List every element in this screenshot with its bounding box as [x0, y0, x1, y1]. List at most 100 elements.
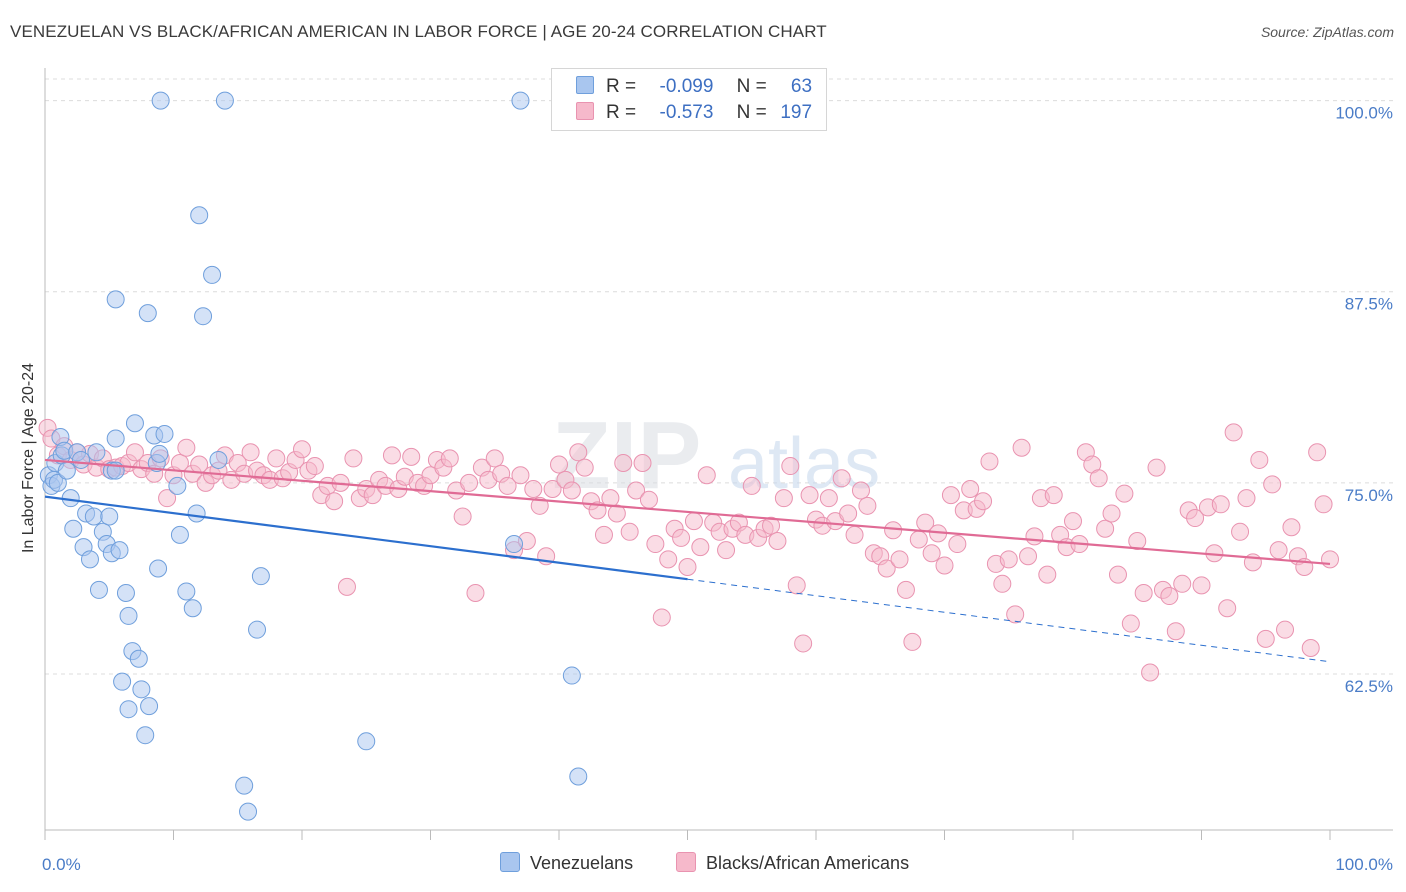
black-african-american-point	[659, 550, 678, 569]
black-african-american-trend-line	[44, 458, 1331, 566]
black-african-american-point	[402, 447, 421, 466]
venezuelan-point	[235, 776, 254, 795]
black-african-american-point	[742, 476, 761, 495]
venezuelan-point	[194, 307, 213, 326]
y-tick-label: 87.5%	[1345, 295, 1393, 314]
venezuelan-point	[125, 414, 144, 433]
black-african-american-point	[588, 501, 607, 520]
black-african-american-point	[980, 452, 999, 471]
legend-r-label: R =	[606, 102, 637, 123]
venezuelan-point	[155, 424, 174, 443]
axes	[44, 68, 1393, 840]
venezuelan-point	[248, 620, 267, 639]
venezuelan-point	[187, 504, 206, 523]
black-african-american-point	[1044, 486, 1063, 505]
correlation-legend: R = -0.099 N = 63 R = -0.573 N = 197	[551, 68, 827, 131]
venezuelan-point	[119, 700, 138, 719]
black-african-american-point	[614, 453, 633, 472]
black-african-american-point	[1006, 605, 1025, 624]
black-african-american-point	[569, 443, 588, 462]
legend-swatch-blue	[576, 76, 594, 94]
black-african-american-point	[1121, 614, 1140, 633]
legend-n-label: N =	[736, 102, 767, 123]
venezuelan-point	[89, 580, 108, 599]
black-african-american-point	[1019, 547, 1038, 566]
black-african-american-point	[1269, 541, 1288, 560]
black-african-american-point	[1115, 484, 1134, 503]
x-tick-label: 0.0%	[42, 855, 81, 874]
bottom-swatch-blue	[500, 852, 520, 872]
y-tick-label: 62.5%	[1345, 677, 1393, 696]
black-african-american-point	[762, 516, 781, 535]
black-african-american-point	[896, 580, 915, 599]
black-african-american-point	[832, 469, 851, 488]
legend-r-value: -0.573	[659, 102, 714, 123]
venezuelan-point	[116, 583, 135, 602]
black-african-american-point	[903, 632, 922, 651]
black-african-american-point	[1025, 527, 1044, 546]
black-african-american-point	[1276, 620, 1295, 639]
black-african-american-point	[1256, 629, 1275, 648]
black-african-american-point	[909, 530, 928, 549]
legend-n-value: 63	[790, 76, 813, 97]
bottom-legend-label: Venezuelans	[530, 853, 634, 873]
black-african-american-point	[768, 531, 787, 550]
chart-title: VENEZUELAN VS BLACK/AFRICAN AMERICAN IN …	[10, 22, 827, 41]
black-african-american-point	[794, 634, 813, 653]
black-african-american-point	[524, 479, 543, 498]
venezuelan-point	[190, 206, 209, 225]
black-african-american-point	[466, 583, 485, 602]
venezuelan-point	[110, 541, 129, 560]
venezuelan-point	[100, 507, 119, 526]
venezuelan-point	[203, 265, 222, 284]
black-african-american-point	[460, 473, 479, 492]
black-african-american-point	[639, 490, 658, 509]
bottom-legend-venezuelans: Venezuelans	[500, 852, 633, 874]
black-african-american-point	[961, 479, 980, 498]
black-african-american-point	[1012, 438, 1031, 457]
venezuelan-point	[151, 91, 170, 110]
y-axis-title: In Labor Force | Age 20-24	[20, 363, 37, 553]
black-african-american-point	[325, 492, 344, 511]
venezuelan-point	[48, 473, 67, 492]
venezuelan-point	[150, 444, 169, 463]
black-african-american-point	[1160, 587, 1179, 606]
black-african-american-point	[1192, 576, 1211, 595]
venezuelan-point	[87, 443, 106, 462]
black-african-american-point	[1314, 495, 1333, 514]
venezuelan-point	[209, 450, 228, 469]
black-african-american-point	[158, 489, 177, 508]
venezuelan-point	[357, 732, 376, 751]
black-african-american-point	[774, 489, 793, 508]
black-african-american-point	[498, 476, 517, 495]
black-african-american-point	[1089, 469, 1108, 488]
black-african-american-point	[974, 492, 993, 511]
black-african-american-point	[948, 535, 967, 554]
venezuelan-point	[170, 525, 189, 544]
black-african-american-point	[781, 457, 800, 476]
black-african-american-point	[684, 512, 703, 531]
black-african-american-point	[1218, 599, 1237, 618]
black-african-american-point	[1141, 663, 1160, 682]
black-african-american-point	[890, 550, 909, 569]
venezuelan-point	[140, 697, 159, 716]
black-african-american-point	[787, 576, 806, 595]
black-african-american-point	[550, 455, 568, 474]
legend-r-value: -0.099	[659, 76, 714, 97]
venezuelan-point	[177, 582, 196, 601]
venezuelan-point	[136, 726, 155, 745]
black-african-american-point	[1250, 450, 1269, 469]
black-african-american-point	[1237, 489, 1256, 508]
black-african-american-point	[453, 507, 472, 526]
black-african-american-point	[267, 449, 286, 468]
black-african-american-point	[800, 486, 819, 505]
black-african-american-point	[1224, 423, 1243, 442]
black-african-american-point	[717, 541, 736, 560]
venezuelan-point	[149, 559, 168, 578]
chart-source: Source: ZipAtlas.com	[1260, 24, 1394, 40]
legend-swatch-pink	[576, 102, 594, 120]
black-african-american-point	[1211, 495, 1230, 514]
venezuelan-point	[71, 450, 90, 469]
black-african-american-point	[851, 481, 870, 500]
